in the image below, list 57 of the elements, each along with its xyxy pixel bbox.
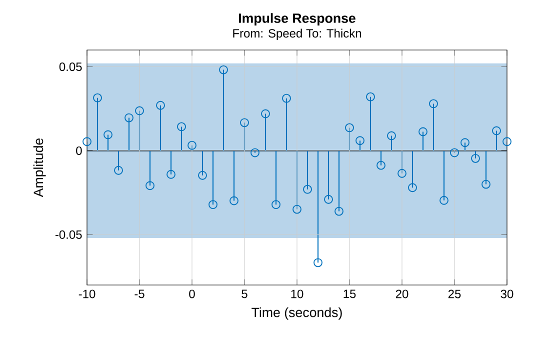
point xyxy=(156,100,165,110)
point xyxy=(208,200,218,210)
point xyxy=(324,194,333,204)
point xyxy=(450,148,459,158)
x-tick-label: -10 xyxy=(78,290,96,298)
point xyxy=(482,180,490,189)
point xyxy=(219,65,228,74)
point xyxy=(93,93,102,102)
x-tick-label: 30 xyxy=(500,290,514,298)
point xyxy=(314,258,322,268)
point xyxy=(124,113,134,122)
point xyxy=(502,137,512,146)
point xyxy=(460,138,470,148)
point xyxy=(387,131,396,140)
point xyxy=(230,196,238,206)
point xyxy=(303,184,312,194)
point xyxy=(408,183,417,192)
point xyxy=(345,123,354,132)
y-tick-label: 0.05 xyxy=(59,62,82,72)
point xyxy=(440,196,448,205)
point xyxy=(166,170,176,179)
x-tick-label: 10 xyxy=(291,290,304,298)
point xyxy=(376,160,386,170)
point xyxy=(429,99,438,108)
x-tick-label: 20 xyxy=(396,290,408,298)
y-tick-label: 0 xyxy=(76,146,82,155)
point xyxy=(104,130,112,140)
point xyxy=(272,200,280,210)
x-axis-title: Time (seconds) xyxy=(252,307,342,320)
point xyxy=(356,136,364,146)
x-tick-label: 0 xyxy=(189,290,195,298)
point xyxy=(82,137,92,146)
point xyxy=(366,92,375,102)
point xyxy=(114,166,123,175)
y-tick-label: -0.05 xyxy=(55,230,82,239)
x-tick-label: 25 xyxy=(448,290,461,298)
point xyxy=(198,170,207,180)
point xyxy=(250,148,260,158)
point xyxy=(282,94,291,103)
point xyxy=(188,140,196,150)
point xyxy=(261,109,270,118)
x-tick-label: 15 xyxy=(344,290,356,298)
point xyxy=(398,168,406,178)
x-tick-label: -5 xyxy=(134,290,144,298)
point xyxy=(471,154,480,163)
chart-title: Impulse Response xyxy=(238,13,356,26)
chart-subtitle: From: Speed To: Thickn xyxy=(233,28,362,40)
point xyxy=(334,206,344,216)
point xyxy=(418,127,428,136)
x-tick-label: 5 xyxy=(242,290,248,298)
point xyxy=(146,181,154,190)
point xyxy=(135,106,144,116)
point xyxy=(240,118,249,128)
point xyxy=(177,122,186,132)
point xyxy=(492,126,501,136)
y-axis-title: Amplitude xyxy=(33,138,46,198)
point xyxy=(292,204,302,214)
